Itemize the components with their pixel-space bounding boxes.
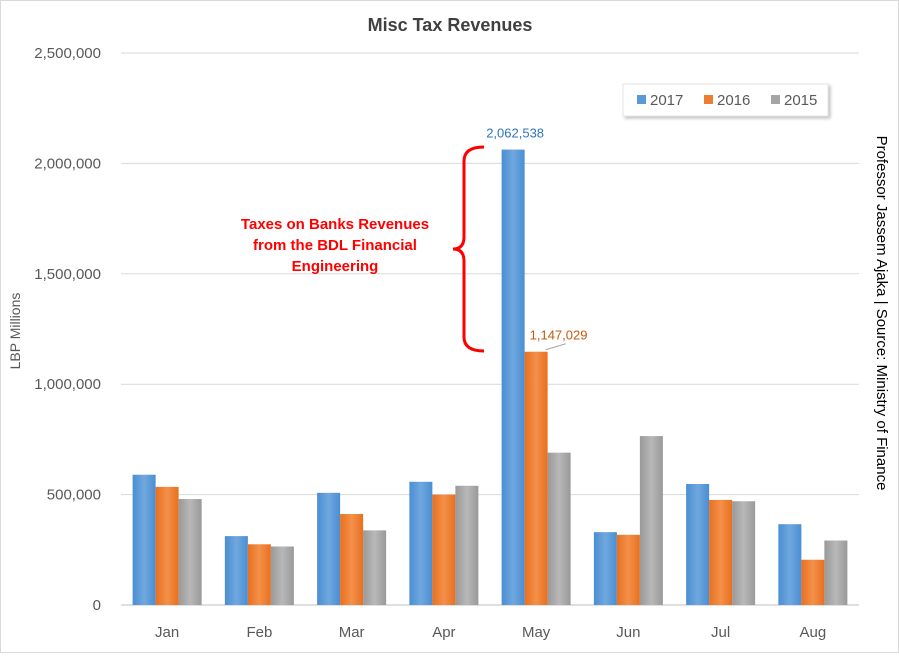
bar-2017-aug [778, 524, 802, 605]
bar-2017-jul [686, 484, 710, 605]
bar-2017-jun [593, 532, 617, 605]
bar-2015-jul [732, 501, 756, 605]
x-tick-label: Feb [246, 624, 272, 641]
legend-swatch-2015 [771, 95, 780, 104]
x-tick-label: Mar [339, 624, 365, 641]
data-label-2017-may: 2,062,538 [486, 126, 544, 141]
annotation: Taxes on Banks Revenues from the BDL Fin… [241, 145, 485, 353]
bars [132, 149, 848, 605]
source-side-text: Professor Jassem Ajaka | Source: Ministr… [873, 136, 890, 491]
legend-swatch-2017 [637, 95, 646, 104]
x-tick-label: Jul [711, 624, 730, 641]
bar-2015-mar [363, 530, 387, 605]
bar-2016-apr [432, 494, 456, 605]
annotation-line-1: Taxes on Banks Revenues [241, 216, 429, 233]
bar-2015-jan [178, 499, 202, 605]
bar-2016-mar [340, 514, 364, 605]
y-axis-tick-labels: 0 500,000 1,000,000 1,500,000 2,000,000 2,500… [34, 45, 101, 614]
bar-2017-feb [224, 536, 248, 605]
legend-label-2016: 2016 [717, 92, 750, 109]
y-tick-label: 1,500,000 [34, 266, 101, 283]
y-tick-label: 2,000,000 [34, 155, 101, 172]
bar-2015-feb [270, 546, 294, 605]
annotation-bracket [452, 145, 485, 353]
bar-2016-jul [709, 499, 733, 605]
x-tick-label: Jun [616, 624, 640, 641]
y-tick-label: 2,500,000 [34, 45, 101, 62]
annotation-line-2: from the BDL Financial [253, 237, 417, 254]
bar-2016-aug [801, 559, 825, 605]
data-labels: 2,062,538 1,147,029 [486, 126, 588, 351]
bar-2016-jun [616, 534, 640, 605]
data-label-2016-may: 1,147,029 [530, 328, 588, 343]
bar-2015-apr [455, 485, 479, 605]
x-tick-label: Apr [432, 624, 455, 641]
annotation-line-3: Engineering [292, 258, 379, 275]
bar-2017-apr [409, 481, 433, 605]
legend [622, 83, 829, 117]
data-label-leader [545, 343, 566, 351]
legend-items: 2017 2016 2015 [637, 92, 817, 109]
x-tick-label: Aug [800, 624, 827, 641]
legend-label-2015: 2015 [784, 92, 817, 109]
x-axis-tick-labels: Jan Feb Mar Apr May Jun Jul Aug [155, 624, 826, 641]
legend-box [622, 83, 829, 117]
bar-2017-jan [132, 474, 156, 605]
legend-label-2017: 2017 [650, 92, 683, 109]
bar-2017-may [501, 149, 525, 605]
y-tick-label: 1,000,000 [34, 376, 101, 393]
y-tick-label: 500,000 [47, 487, 101, 504]
bar-2015-jun [639, 436, 663, 605]
y-tick-label: 0 [93, 597, 101, 614]
bar-2016-may [524, 351, 548, 605]
bar-2015-aug [824, 540, 848, 605]
bar-2016-feb [247, 544, 271, 605]
bar-2017-mar [317, 492, 341, 605]
bar-2016-jan [155, 486, 179, 605]
y-axis-label: LBP Millions [7, 293, 23, 370]
bar-2015-may [547, 452, 571, 605]
chart-title: Misc Tax Revenues [368, 15, 533, 35]
legend-swatch-2016 [704, 95, 713, 104]
x-tick-label: May [522, 624, 551, 641]
x-tick-label: Jan [155, 624, 179, 641]
